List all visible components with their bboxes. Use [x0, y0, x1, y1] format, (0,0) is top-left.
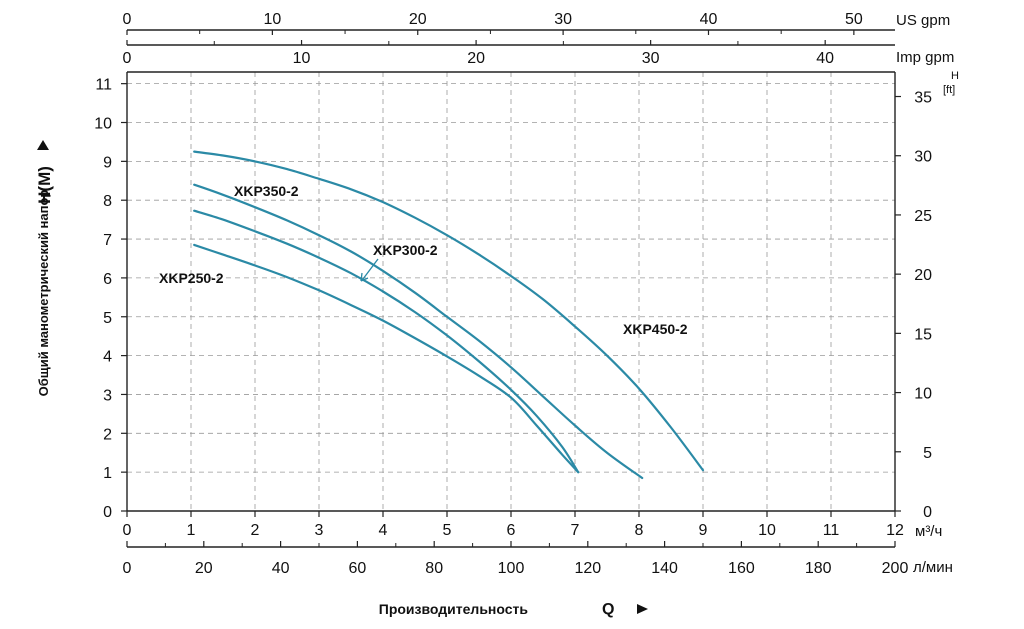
- y-ft-tick-label: 30: [914, 149, 932, 166]
- us-gpm-axis: 0 10 20 30 40 50 US gpm: [123, 11, 950, 35]
- x-main-tick-label: 4: [379, 522, 388, 539]
- label-xkp300-leader: [362, 258, 379, 280]
- lmin-axis-label: л/мин: [913, 559, 953, 576]
- imp-gpm-tick-label: 20: [467, 50, 485, 67]
- y-main-tick-label: 5: [103, 310, 112, 327]
- x-main-tick-label: 9: [699, 522, 708, 539]
- x-main-tick-label: 8: [635, 522, 644, 539]
- us-gpm-ticks: 0 10 20 30 40 50: [123, 11, 863, 35]
- label-xkp300-arrowhead-icon: [360, 272, 369, 282]
- series-annotations: XKP350-2 XKP300-2 XKP250-2 XKP450-2: [159, 183, 688, 337]
- y-ft-tick-label: 25: [914, 208, 932, 225]
- y-main-tick-label: 9: [103, 154, 112, 171]
- y-ft-tick-label: 15: [914, 326, 932, 343]
- y-main-tick-label: 11: [95, 77, 112, 94]
- y-ft-label-top: H: [951, 70, 959, 82]
- lmin-tick-label: 120: [574, 560, 601, 577]
- lmin-tick-label: 20: [195, 560, 213, 577]
- y-main-ticks: 0 1 2 3 4 5 6 7 8 9 10 11: [94, 77, 127, 521]
- lmin-tick-label: 40: [272, 560, 290, 577]
- lmin-tick-label: 200: [882, 560, 909, 577]
- x-axis-title-text: Производительность: [379, 601, 529, 617]
- y-axis-title-text: Общий манометрический напор: [36, 190, 51, 397]
- y-main-tick-label: 10: [94, 116, 112, 133]
- y-ft-tick-label: 20: [914, 267, 932, 284]
- x-main-axis-label: м³/ч: [915, 523, 942, 540]
- imp-gpm-tick-label: 40: [816, 50, 834, 67]
- lmin-tick-label: 80: [425, 560, 443, 577]
- lmin-tick-label: 180: [805, 560, 832, 577]
- imp-gpm-tick-label: 30: [642, 50, 660, 67]
- x-main-tick-label: 2: [251, 522, 260, 539]
- x-axis-arrow-icon: [637, 604, 648, 614]
- label-xkp450: XKP450-2: [623, 321, 688, 337]
- lmin-axis: 0 20 40 60 80 100 120 140 160 180 200 л/мин: [123, 541, 953, 577]
- us-gpm-tick-label: 40: [700, 11, 718, 28]
- us-gpm-tick-label: 30: [554, 11, 572, 28]
- lmin-tick-label: 0: [123, 560, 132, 577]
- imp-gpm-axis-label: Imp gpm: [896, 49, 954, 66]
- y-main-tick-label: 4: [103, 349, 112, 366]
- imp-gpm-tick-label: 10: [293, 50, 311, 67]
- y-axis-symbol: H(M): [35, 166, 54, 204]
- lmin-ticks: 0 20 40 60 80 100 120 140 160 180 200: [123, 541, 909, 577]
- y-axis-arrow-icon: [37, 140, 49, 150]
- y-ft-tick-label: 0: [923, 504, 932, 521]
- series-layer: [193, 150, 705, 480]
- y-axis-title: Общий манометрический напор: [36, 190, 51, 397]
- y-ft-label-bottom: [ft]: [943, 84, 955, 96]
- series-line-xkp250-2: [193, 243, 580, 474]
- series-line-xkp300-2: [193, 209, 580, 474]
- series-line-xkp350-2: [193, 183, 644, 480]
- y-main-tick-label: 7: [103, 232, 112, 249]
- x-main-tick-label: 0: [123, 522, 132, 539]
- x-axis-title-symbol: Q: [602, 601, 614, 618]
- lmin-tick-label: 140: [651, 560, 678, 577]
- imp-gpm-tick-label: 0: [123, 50, 132, 67]
- label-xkp300: XKP300-2: [373, 242, 438, 258]
- lmin-tick-label: 160: [728, 560, 755, 577]
- lmin-tick-label: 100: [498, 560, 525, 577]
- y-axis-symbol-text: H(M): [35, 166, 54, 204]
- imp-gpm-axis: 0 10 20 30 40 Imp gpm: [123, 40, 954, 67]
- x-main-tick-label: 6: [507, 522, 516, 539]
- y-ft-ticks: 0 5 10 15 20 25 30 35: [895, 90, 932, 521]
- x-main-tick-label: 10: [758, 522, 776, 539]
- us-gpm-tick-label: 50: [845, 11, 863, 28]
- x-main-tick-label: 1: [187, 522, 196, 539]
- y-main-tick-label: 1: [103, 465, 112, 482]
- us-gpm-tick-label: 20: [409, 11, 427, 28]
- us-gpm-tick-label: 10: [263, 11, 281, 28]
- y-main-tick-label: 8: [103, 193, 112, 210]
- us-gpm-tick-label: 0: [123, 11, 132, 28]
- lmin-tick-label: 60: [349, 560, 367, 577]
- grid-layer: [127, 72, 895, 511]
- x-main-tick-label: 3: [315, 522, 324, 539]
- us-gpm-axis-label: US gpm: [896, 12, 950, 29]
- y-main-tick-label: 2: [103, 426, 112, 443]
- y-ft-tick-label: 5: [923, 445, 932, 462]
- x-axis-title: Производительность Q: [379, 601, 648, 618]
- label-xkp250: XKP250-2: [159, 270, 224, 286]
- y-ft-tick-label: 35: [914, 90, 932, 107]
- y-main-tick-label: 6: [103, 271, 112, 288]
- x-main-tick-label: 7: [571, 522, 580, 539]
- label-xkp350: XKP350-2: [234, 183, 299, 199]
- y-ft-tick-label: 10: [914, 386, 932, 403]
- x-main-tick-label: 11: [823, 522, 840, 539]
- y-main-tick-label: 3: [103, 387, 112, 404]
- x-main-tick-label: 5: [443, 522, 452, 539]
- y-main-tick-label: 0: [103, 504, 112, 521]
- x-main-tick-label: 12: [886, 522, 904, 539]
- imp-gpm-ticks: 0 10 20 30 40: [123, 40, 834, 67]
- series-line-xkp450-2: [193, 150, 705, 472]
- x-main-ticks: 0 1 2 3 4 5 6 7 8 9 10 11 12: [123, 511, 904, 539]
